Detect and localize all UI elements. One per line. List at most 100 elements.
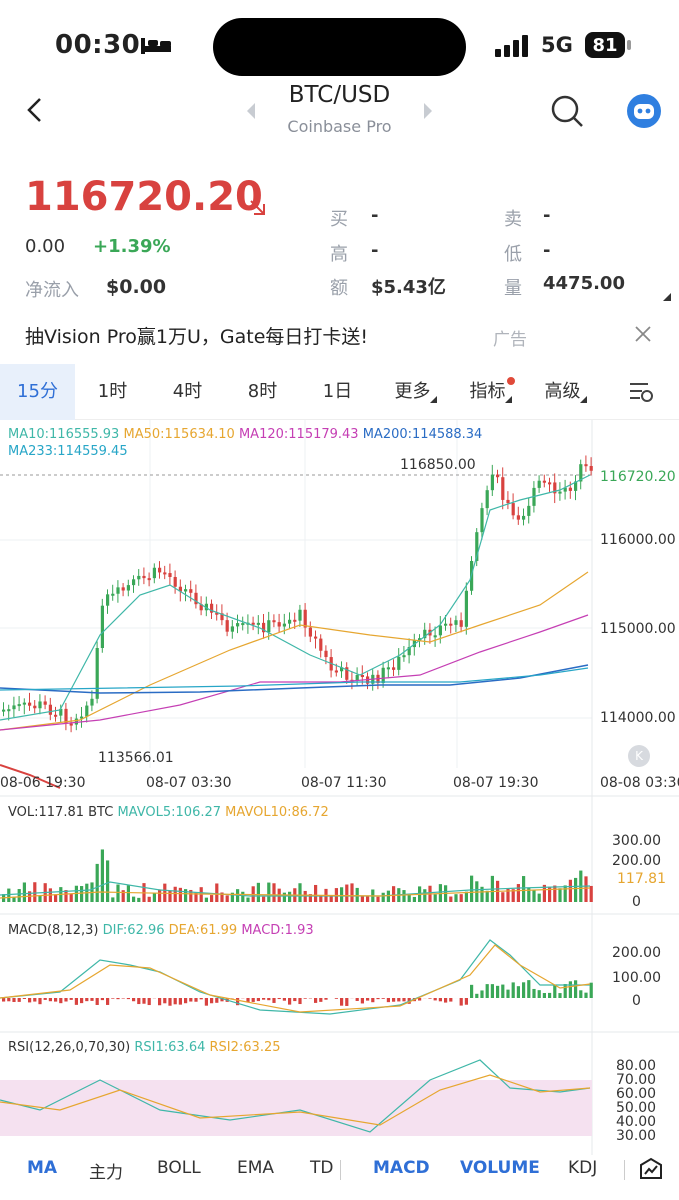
candle-body: [64, 708, 68, 724]
indicator-tab-boll[interactable]: BOLL: [157, 1158, 201, 1178]
macd-bar: [449, 998, 453, 1002]
candle-body: [298, 609, 302, 621]
close-icon[interactable]: [634, 325, 652, 343]
tab-4h[interactable]: 4时: [172, 381, 203, 402]
macd-bar: [28, 998, 32, 1003]
volume-bar: [178, 887, 182, 902]
search-icon[interactable]: [550, 94, 584, 128]
macd-bar: [85, 998, 89, 1002]
robot-avatar-icon[interactable]: [626, 93, 662, 129]
ma120-line: [0, 614, 589, 731]
candle-body: [38, 701, 42, 709]
volume-bar: [511, 889, 515, 902]
candle-body: [100, 605, 104, 649]
down-arrow-icon: [250, 200, 265, 215]
volume-bar: [454, 894, 458, 902]
ma50-line: [0, 571, 589, 731]
macd-bar: [90, 998, 94, 1001]
volume-bar: [220, 892, 224, 902]
macd-bar: [584, 992, 588, 998]
macd-bar: [324, 998, 328, 1000]
candle-body: [262, 622, 266, 633]
candle-body: [423, 629, 427, 639]
tab-15min[interactable]: 15分: [0, 364, 75, 420]
low-value: -: [543, 240, 551, 261]
candle-body: [173, 576, 177, 587]
tab-8h[interactable]: 8时: [247, 381, 278, 402]
expand-corner-icon[interactable]: [662, 292, 672, 302]
candle-body: [506, 499, 510, 504]
signal-icon: [495, 35, 528, 57]
macd-bar: [17, 998, 21, 1002]
volume-bar: [7, 888, 11, 902]
candle-body: [563, 487, 567, 492]
volume-bar: [262, 896, 266, 902]
tab-advanced[interactable]: 高级: [544, 381, 581, 402]
rsi-tick-30: 30.00: [616, 1128, 657, 1144]
candle-body: [402, 655, 406, 658]
volume-bar: [116, 884, 120, 902]
promo-banner-text[interactable]: 抽Vision Pro赢1万U，Gate每日打卡送!: [25, 326, 369, 348]
indicator-tab-kdj[interactable]: KDJ: [568, 1158, 598, 1178]
volume-bar: [215, 883, 219, 902]
back-icon[interactable]: [25, 96, 45, 124]
low-label: 低: [504, 244, 522, 265]
pair-title[interactable]: BTC/USD: [288, 82, 391, 108]
share-chart-icon[interactable]: [639, 1157, 663, 1181]
macd-dea-line: [0, 944, 591, 1013]
volume-bar: [485, 890, 489, 902]
macd-bar: [288, 998, 292, 1005]
kline-chart-area[interactable]: [0, 420, 679, 1155]
macd-bar: [147, 998, 151, 1006]
macd-bar: [293, 998, 297, 1002]
candle-body: [54, 714, 58, 717]
indicator-tab-ema[interactable]: EMA: [237, 1158, 275, 1178]
macd-bar: [121, 998, 125, 999]
macd-bar: [80, 998, 84, 1004]
macd-bar: [402, 998, 406, 1002]
tab-1d[interactable]: 1日: [322, 381, 353, 402]
prev-pair-icon[interactable]: [245, 102, 257, 120]
tab-more[interactable]: 更多: [394, 381, 431, 402]
rsi2-line: [0, 1074, 591, 1126]
rsi1-line: [0, 1059, 591, 1133]
volume-bar: [308, 894, 312, 902]
candle-body: [589, 466, 593, 471]
macd-bar: [64, 998, 68, 1002]
macd-bar: [428, 998, 432, 999]
x-tick-3: 08-07 11:30: [301, 775, 387, 791]
price-change: 0.00: [25, 236, 66, 257]
indicator-tab-macd[interactable]: MACD: [373, 1158, 430, 1178]
macd-bar: [366, 998, 370, 1001]
advanced-caret-icon: [580, 396, 587, 403]
next-pair-icon[interactable]: [422, 102, 434, 120]
candle-body: [308, 627, 312, 637]
macd-bar: [236, 998, 240, 1006]
vol-legend: VOL:117.81 BTC MAVOL5:106.27 MAVOL10:86.…: [8, 805, 329, 820]
volume-bar: [563, 885, 567, 902]
y-tick-115000: 115000.00: [600, 621, 676, 637]
high-marker-label: 116850.00: [400, 457, 476, 473]
volume-bar: [381, 892, 385, 902]
indicator-tab-volume[interactable]: VOLUME: [460, 1158, 540, 1178]
volume-bar: [121, 890, 125, 902]
tab-1h[interactable]: 1时: [97, 381, 128, 402]
volume-bar: [558, 888, 562, 902]
ma50-legend: MA50:115634.10: [123, 427, 235, 442]
candle-body: [355, 675, 359, 681]
macd-bar: [345, 998, 349, 1006]
volume-bar: [480, 886, 484, 902]
indicator-tab-ma[interactable]: MA: [27, 1158, 58, 1178]
candle-body: [407, 647, 411, 656]
volume-bar: [22, 882, 26, 902]
chart-settings-icon[interactable]: [628, 380, 654, 404]
candle-body: [381, 667, 385, 684]
tab-indicators[interactable]: 指标: [469, 381, 506, 402]
rsi-band: [0, 1080, 592, 1136]
jump-latest-icon[interactable]: K: [628, 745, 650, 767]
indicator-tab-td[interactable]: TD: [310, 1158, 334, 1178]
candle-body: [210, 603, 214, 613]
candle-body: [288, 619, 292, 624]
macd-bar: [563, 984, 567, 998]
indicator-tab-main-force[interactable]: 主力: [89, 1163, 123, 1183]
